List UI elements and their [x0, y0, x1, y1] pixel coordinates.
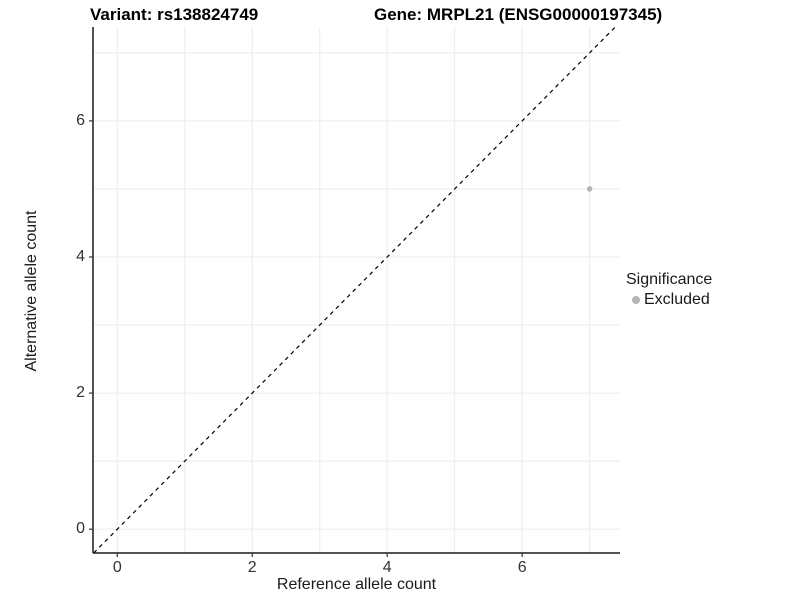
plot-title-variant: Variant: rs138824749	[90, 5, 259, 24]
legend: Significance Excluded	[626, 271, 796, 309]
x-axis-title: Reference allele count	[276, 576, 437, 593]
y-tick-label: 0	[76, 520, 85, 538]
legend-item-label: Excluded	[644, 291, 710, 308]
x-tick-label: 4	[382, 559, 392, 576]
identity-reference-line	[93, 26, 616, 554]
legend-point-icon	[632, 296, 640, 304]
x-tick-label: 0	[112, 559, 122, 576]
x-tick-label: 2	[247, 559, 257, 576]
data-point	[586, 186, 593, 192]
legend-title: Significance	[626, 271, 713, 288]
y-axis-title: Alternative allele count	[23, 210, 40, 372]
y-tick-label: 2	[76, 384, 85, 402]
y-tick-label: 4	[76, 247, 85, 265]
x-tick-label: 6	[517, 559, 527, 576]
legend-item-excluded: Excluded	[626, 291, 796, 309]
y-tick-label: 6	[76, 111, 85, 129]
plot-title-gene: Gene: MRPL21 (ENSG00000197345)	[374, 5, 663, 24]
